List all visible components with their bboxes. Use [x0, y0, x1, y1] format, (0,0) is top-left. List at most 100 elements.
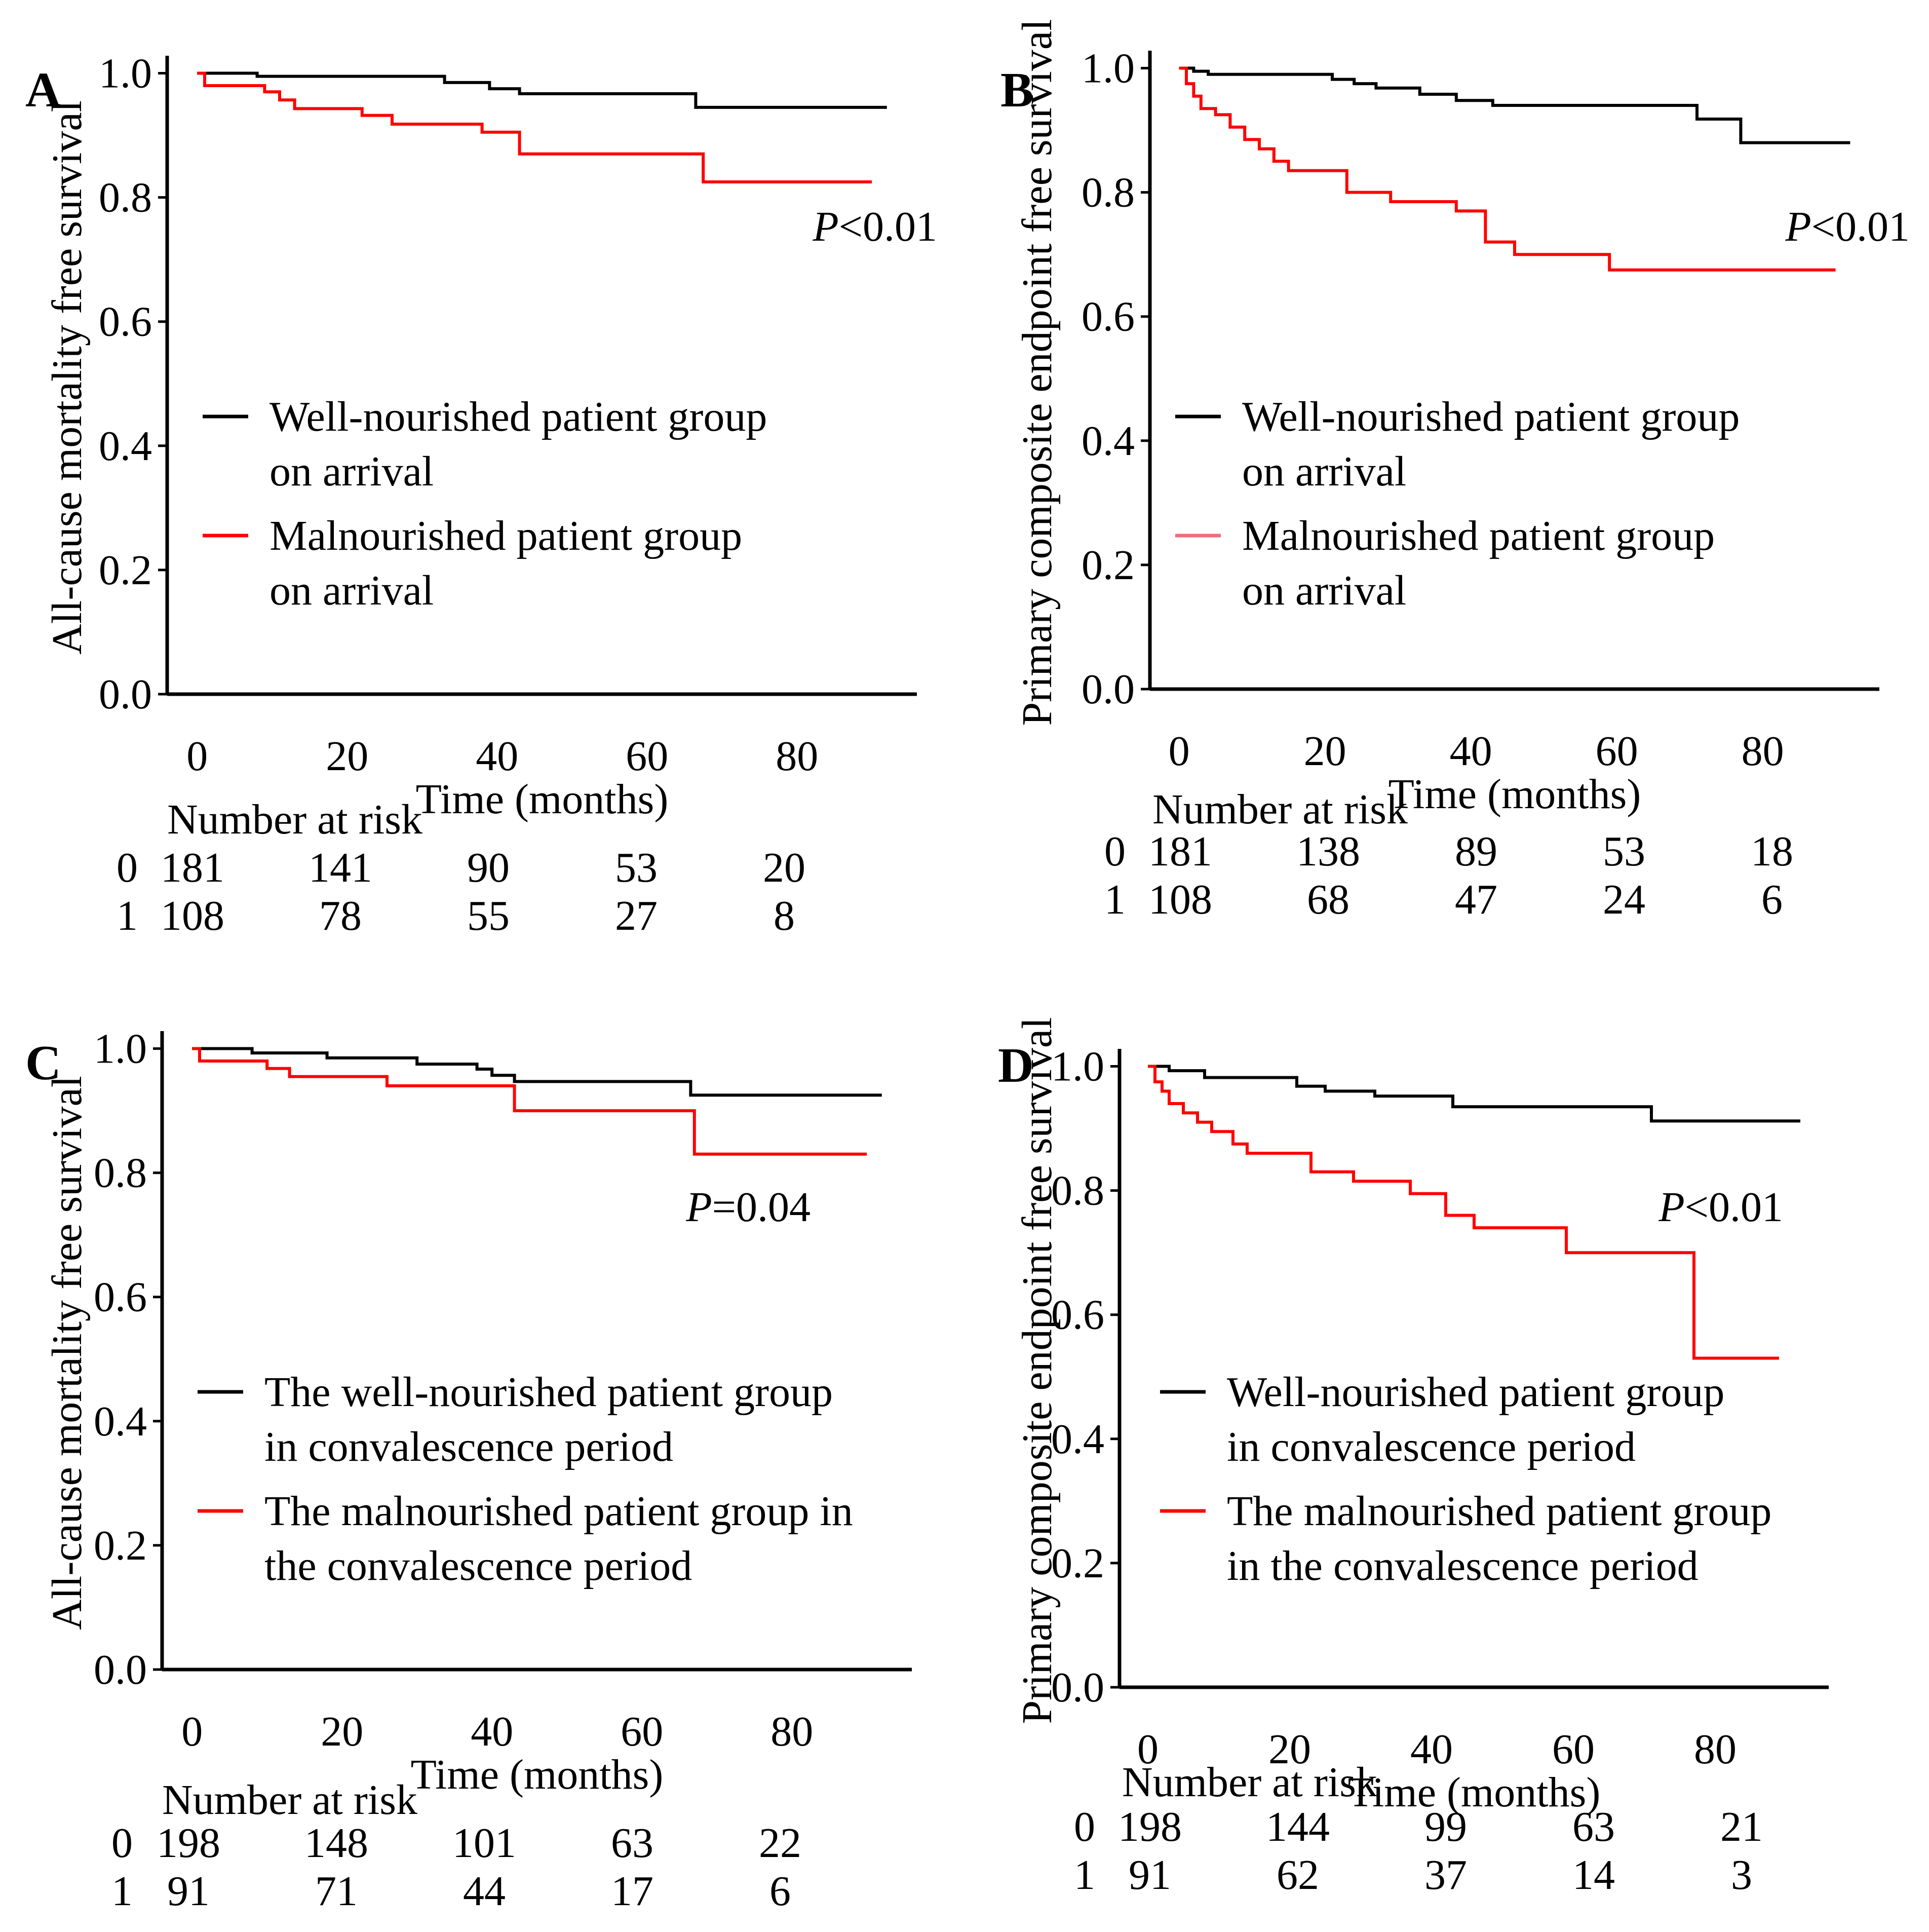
y-tick-label: 0.8: [99, 174, 152, 221]
y-tick-label: 0.6: [1082, 293, 1135, 340]
risk-row-label: 1: [117, 892, 138, 939]
risk-value: 198: [157, 1820, 220, 1867]
legend-label: The well-nourished patient group: [264, 1369, 833, 1416]
y-tick-label: 0.0: [1082, 666, 1135, 713]
y-tick-label: 1.0: [1082, 45, 1135, 92]
legend-label: The malnourished patient group in: [264, 1488, 853, 1535]
risk-value: 63: [1572, 1803, 1615, 1850]
y-tick-label: 0.6: [99, 298, 152, 346]
y-tick-label: 0.8: [1082, 169, 1135, 216]
x-tick-label: 80: [770, 1708, 813, 1755]
p-value: P<0.01: [1785, 203, 1910, 250]
y-tick-label: 0.0: [99, 671, 152, 718]
risk-value: 53: [615, 844, 658, 891]
p-value: P<0.01: [1658, 1184, 1783, 1231]
y-tick-label: 0.2: [99, 547, 152, 594]
x-axis-title: Time (months): [416, 776, 669, 823]
series-line-0: [192, 1047, 882, 1097]
legend-label: in the convalescence period: [1227, 1542, 1699, 1589]
risk-table-title: Number at risk: [167, 796, 422, 843]
y-tick-label: 0.4: [1051, 1416, 1104, 1463]
legend-label: on arrival: [1242, 448, 1406, 495]
legend-label: Well-nourished patient group: [1227, 1369, 1724, 1416]
risk-table-title: Number at risk: [162, 1776, 417, 1824]
risk-value: 37: [1424, 1851, 1467, 1899]
risk-value: 21: [1720, 1803, 1763, 1850]
risk-row-label: 1: [111, 1868, 133, 1915]
risk-value: 68: [1307, 876, 1349, 923]
x-tick-label: 60: [626, 733, 668, 780]
legend-label: Malnourished patient group: [1242, 512, 1715, 559]
legend-label: on arrival: [269, 448, 434, 495]
y-tick-label: 0.4: [1082, 418, 1135, 465]
risk-value: 138: [1296, 828, 1360, 875]
risk-row-label: 1: [1074, 1851, 1095, 1899]
risk-value: 18: [1751, 828, 1793, 875]
risk-value: 99: [1424, 1803, 1467, 1850]
x-tick-label: 80: [1742, 728, 1784, 775]
risk-value: 3: [1731, 1851, 1752, 1899]
panel-letter: C: [25, 1036, 61, 1090]
series-line-1: [197, 71, 872, 183]
x-axis-title: Time (months): [1348, 1769, 1601, 1816]
risk-table-title: Number at risk: [1122, 1759, 1377, 1806]
x-tick-label: 40: [476, 733, 518, 780]
y-tick-label: 0.6: [94, 1274, 147, 1321]
x-axis-title: Time (months): [411, 1751, 664, 1798]
risk-value: 27: [615, 892, 658, 939]
risk-value: 90: [467, 844, 510, 891]
legend-label: The malnourished patient group: [1227, 1488, 1771, 1535]
x-tick-label: 40: [1410, 1726, 1453, 1773]
risk-value: 6: [769, 1868, 791, 1915]
x-tick-label: 20: [326, 733, 368, 780]
p-value: P<0.01: [812, 203, 937, 250]
x-tick-label: 0: [181, 1708, 203, 1755]
y-tick-label: 0.4: [94, 1398, 147, 1445]
series-line-0: [1148, 1065, 1800, 1123]
x-tick-label: 60: [1596, 728, 1638, 775]
risk-value: 89: [1455, 828, 1497, 875]
risk-table-title: Number at risk: [1152, 786, 1408, 833]
y-tick-label: 0.0: [1051, 1664, 1104, 1711]
y-tick-label: 0.8: [94, 1150, 147, 1197]
x-tick-label: 60: [1552, 1726, 1595, 1773]
risk-value: 181: [1148, 828, 1212, 875]
x-tick-label: 20: [1304, 728, 1346, 775]
risk-value: 44: [463, 1868, 506, 1915]
risk-row-label: 1: [1104, 876, 1126, 923]
x-tick-label: 20: [321, 1708, 363, 1755]
x-tick-label: 80: [776, 733, 818, 780]
y-tick-label: 1.0: [99, 50, 152, 97]
y-tick-label: 0.8: [1051, 1167, 1104, 1215]
risk-value: 91: [167, 1868, 210, 1915]
x-tick-label: 20: [1268, 1726, 1311, 1773]
x-tick-label: 0: [186, 733, 208, 780]
panel-letter: D: [998, 1038, 1034, 1093]
x-axis-title: Time (months): [1388, 771, 1641, 818]
y-tick-label: 0.2: [1051, 1540, 1104, 1587]
risk-value: 101: [452, 1820, 516, 1867]
legend-label: on arrival: [269, 567, 434, 614]
x-tick-label: 60: [621, 1708, 663, 1755]
x-tick-label: 40: [471, 1708, 513, 1755]
risk-value: 141: [308, 844, 372, 891]
legend-label: on arrival: [1242, 567, 1406, 614]
y-tick-label: 0.2: [94, 1522, 147, 1569]
risk-value: 78: [319, 892, 362, 939]
series-line-0: [197, 71, 887, 109]
risk-value: 108: [161, 892, 224, 939]
risk-value: 24: [1603, 876, 1645, 923]
risk-value: 181: [161, 844, 224, 891]
y-tick-label: 0.2: [1082, 542, 1135, 589]
risk-value: 198: [1118, 1803, 1182, 1850]
risk-value: 108: [1148, 876, 1212, 923]
series-line-0: [1179, 66, 1850, 144]
y-tick-label: 1.0: [1051, 1043, 1104, 1090]
series-line-1: [1148, 1065, 1779, 1360]
risk-value: 20: [763, 844, 805, 891]
legend-label: in convalescence period: [264, 1423, 673, 1470]
